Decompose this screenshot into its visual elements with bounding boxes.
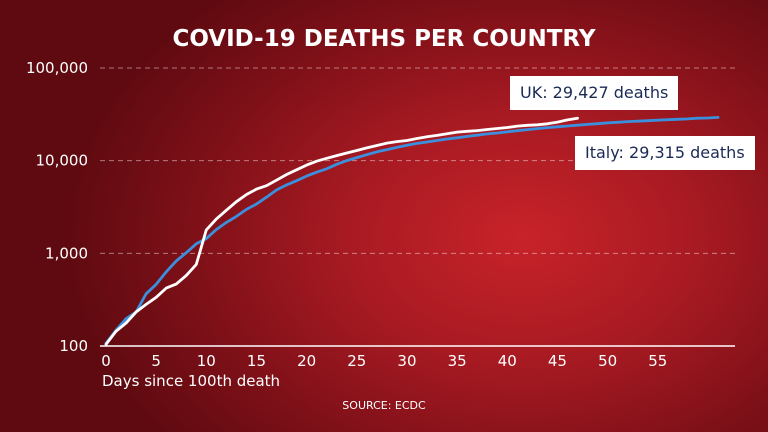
uk-callout-label: UK: 29,427 deaths [510, 76, 679, 110]
y-tick-label: 10,000 [36, 152, 89, 170]
x-tick-label: 20 [297, 352, 316, 370]
uk-series-line [104, 116, 579, 346]
x-tick-label: 45 [548, 352, 567, 370]
x-tick-label: 40 [498, 352, 517, 370]
x-tick-label: 10 [197, 352, 216, 370]
x-tick-label: 5 [151, 352, 161, 370]
italy-series-line [104, 116, 720, 345]
y-axis-ticks: 100 1,000 10,000 100,000 [26, 59, 88, 355]
x-tick-label: 15 [247, 352, 266, 370]
chart-title: COVID-19 DEATHS PER COUNTRY [172, 26, 596, 52]
gridlines [100, 67, 735, 254]
x-tick-label: 55 [648, 352, 667, 370]
x-tick-label: 25 [347, 352, 366, 370]
x-tick-label: 35 [448, 352, 467, 370]
series-lines [104, 116, 720, 346]
source-note: SOURCE: ECDC [342, 399, 426, 412]
x-axis-ticks: 0 5 10 15 20 25 30 35 40 45 50 55 [101, 352, 667, 370]
x-axis-label: Days since 100th death [102, 372, 281, 390]
y-tick-label: 100,000 [26, 59, 88, 77]
x-tick-label: 30 [397, 352, 416, 370]
x-tick-label: 50 [598, 352, 617, 370]
x-tick-label: 0 [101, 352, 111, 370]
italy-callout-label: Italy: 29,315 deaths [575, 136, 755, 170]
y-tick-label: 1,000 [45, 244, 88, 262]
y-tick-label: 100 [59, 337, 88, 355]
